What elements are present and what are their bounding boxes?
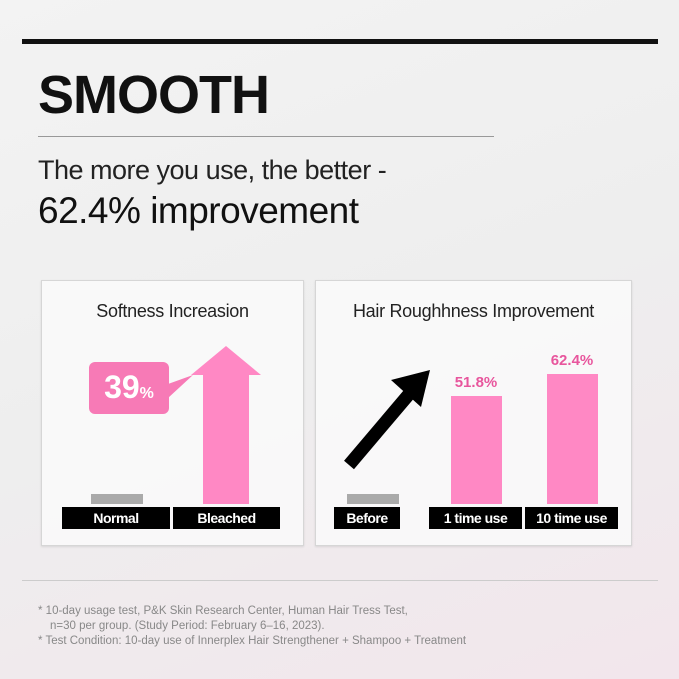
top-rule — [22, 39, 658, 44]
page-title: SMOOTH — [38, 65, 270, 125]
value-label-10-time-use: 62.4% — [550, 352, 594, 370]
footnote: * Test Condition: 10-day use of Innerple… — [38, 635, 467, 647]
bar-before — [347, 494, 399, 504]
headline: 62.4% improvement — [38, 190, 359, 231]
value-label-1-time-use: 51.8% — [454, 374, 498, 392]
divider — [38, 136, 494, 137]
footnote: * 10-day usage test, P&K Skin Research C… — [38, 605, 408, 617]
footnote: n=30 per group. (Study Period: February … — [50, 620, 325, 632]
subtitle: The more you use, the better - — [38, 155, 387, 185]
footnotes: * 10-day usage test, P&K Skin Research C… — [38, 604, 466, 649]
category-label-before: Before — [334, 507, 400, 529]
bar-1-time-use — [451, 396, 502, 504]
value-callout — [89, 362, 193, 414]
chart-title: Softness Increasion — [96, 301, 249, 321]
trend-arrow-icon — [344, 370, 430, 470]
footer-divider — [22, 580, 658, 581]
bar-10-time-use — [547, 374, 598, 504]
value-label-bleached: 39% — [104, 369, 154, 405]
bar-bleached-arrow — [191, 346, 261, 504]
category-label-normal: Normal — [62, 507, 170, 529]
category-label-1-time-use: 1 time use — [429, 507, 522, 529]
category-label-bleached: Bleached — [173, 507, 280, 529]
bar-normal — [91, 494, 143, 504]
category-label-10-time-use: 10 time use — [525, 507, 618, 529]
softness-chart-panel: Softness Increasion — [41, 280, 304, 546]
chart-title: Hair Roughhness Improvement — [352, 301, 595, 321]
